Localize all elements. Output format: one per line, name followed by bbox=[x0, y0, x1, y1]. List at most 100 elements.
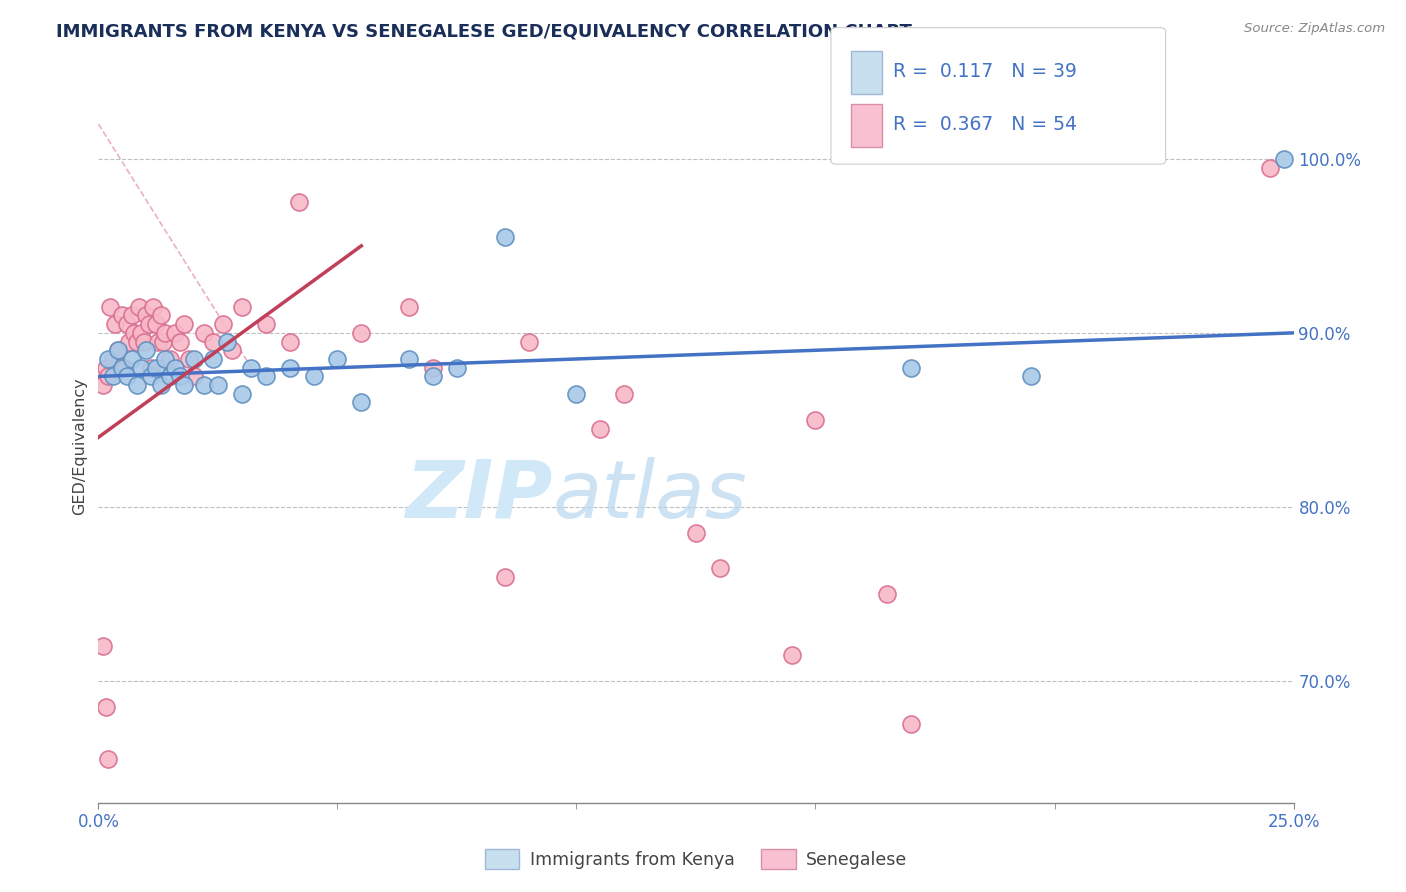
Point bbox=[152, 334, 174, 349]
Point bbox=[125, 378, 148, 392]
Point bbox=[876, 587, 898, 601]
Point bbox=[900, 360, 922, 375]
Point bbox=[101, 351, 124, 366]
Point bbox=[173, 317, 195, 331]
Point bbox=[138, 317, 160, 331]
Point bbox=[169, 334, 191, 349]
Point bbox=[231, 300, 253, 314]
Point bbox=[132, 334, 155, 349]
Point bbox=[254, 369, 277, 384]
Point bbox=[111, 309, 134, 323]
Point bbox=[350, 395, 373, 409]
Point bbox=[217, 334, 239, 349]
Point bbox=[202, 334, 225, 349]
Point bbox=[118, 334, 141, 349]
Point bbox=[98, 300, 122, 314]
Point bbox=[121, 309, 143, 323]
Point bbox=[131, 326, 153, 340]
Point bbox=[193, 378, 215, 392]
Point bbox=[111, 360, 134, 375]
Point bbox=[139, 369, 162, 384]
Point bbox=[91, 639, 114, 653]
Point bbox=[101, 369, 124, 384]
Point bbox=[94, 360, 117, 375]
Point bbox=[422, 369, 444, 384]
Point bbox=[278, 334, 301, 349]
Point bbox=[1272, 152, 1295, 166]
Point bbox=[709, 561, 731, 575]
Point bbox=[398, 351, 420, 366]
Point bbox=[169, 369, 191, 384]
Point bbox=[202, 351, 225, 366]
Point bbox=[613, 386, 636, 401]
Point bbox=[254, 317, 277, 331]
Point bbox=[145, 317, 167, 331]
Text: atlas: atlas bbox=[553, 457, 748, 535]
Point bbox=[97, 351, 120, 366]
Point bbox=[115, 369, 138, 384]
Point bbox=[398, 300, 420, 314]
Point bbox=[97, 369, 120, 384]
Point bbox=[163, 326, 186, 340]
Point bbox=[128, 300, 150, 314]
Point bbox=[288, 195, 311, 210]
Point bbox=[115, 317, 138, 331]
Point bbox=[685, 526, 707, 541]
Point bbox=[139, 360, 162, 375]
Point bbox=[155, 351, 177, 366]
Text: Source: ZipAtlas.com: Source: ZipAtlas.com bbox=[1244, 22, 1385, 36]
Point bbox=[494, 230, 516, 244]
Point bbox=[422, 360, 444, 375]
Y-axis label: GED/Equivalency: GED/Equivalency bbox=[72, 377, 87, 515]
Point bbox=[1258, 161, 1281, 175]
Point bbox=[211, 317, 233, 331]
Point bbox=[155, 326, 177, 340]
Point bbox=[326, 351, 349, 366]
Legend: Immigrants from Kenya, Senegalese: Immigrants from Kenya, Senegalese bbox=[478, 842, 914, 876]
Point bbox=[104, 317, 127, 331]
Point bbox=[207, 378, 229, 392]
Point bbox=[142, 300, 165, 314]
Point bbox=[114, 360, 136, 375]
Point bbox=[107, 343, 129, 358]
Point bbox=[125, 334, 148, 349]
Text: R =  0.367   N = 54: R = 0.367 N = 54 bbox=[893, 115, 1077, 135]
Point bbox=[173, 378, 195, 392]
Point bbox=[94, 700, 117, 714]
Point bbox=[446, 360, 468, 375]
Point bbox=[163, 360, 186, 375]
Point bbox=[193, 326, 215, 340]
Point bbox=[124, 326, 146, 340]
Point bbox=[179, 351, 201, 366]
Text: R =  0.117   N = 39: R = 0.117 N = 39 bbox=[893, 62, 1077, 81]
Point bbox=[231, 386, 253, 401]
Point bbox=[131, 360, 153, 375]
Point bbox=[149, 309, 172, 323]
Point bbox=[350, 326, 373, 340]
Point bbox=[900, 717, 922, 731]
Point bbox=[183, 369, 205, 384]
Point bbox=[804, 413, 827, 427]
Point bbox=[494, 569, 516, 583]
Point bbox=[159, 369, 181, 384]
Point bbox=[159, 351, 181, 366]
Point bbox=[1019, 369, 1042, 384]
Point bbox=[145, 360, 167, 375]
Point bbox=[97, 752, 120, 766]
Point bbox=[780, 648, 803, 662]
Point bbox=[517, 334, 540, 349]
Point bbox=[589, 421, 612, 435]
Point bbox=[148, 334, 170, 349]
Point bbox=[135, 309, 157, 323]
Point bbox=[121, 351, 143, 366]
Point bbox=[149, 378, 172, 392]
Point bbox=[183, 351, 205, 366]
Point bbox=[221, 343, 243, 358]
Point bbox=[91, 378, 114, 392]
Point bbox=[107, 343, 129, 358]
Point bbox=[240, 360, 263, 375]
Point bbox=[278, 360, 301, 375]
Point bbox=[565, 386, 588, 401]
Text: ZIP: ZIP bbox=[405, 457, 553, 535]
Text: IMMIGRANTS FROM KENYA VS SENEGALESE GED/EQUIVALENCY CORRELATION CHART: IMMIGRANTS FROM KENYA VS SENEGALESE GED/… bbox=[56, 22, 912, 40]
